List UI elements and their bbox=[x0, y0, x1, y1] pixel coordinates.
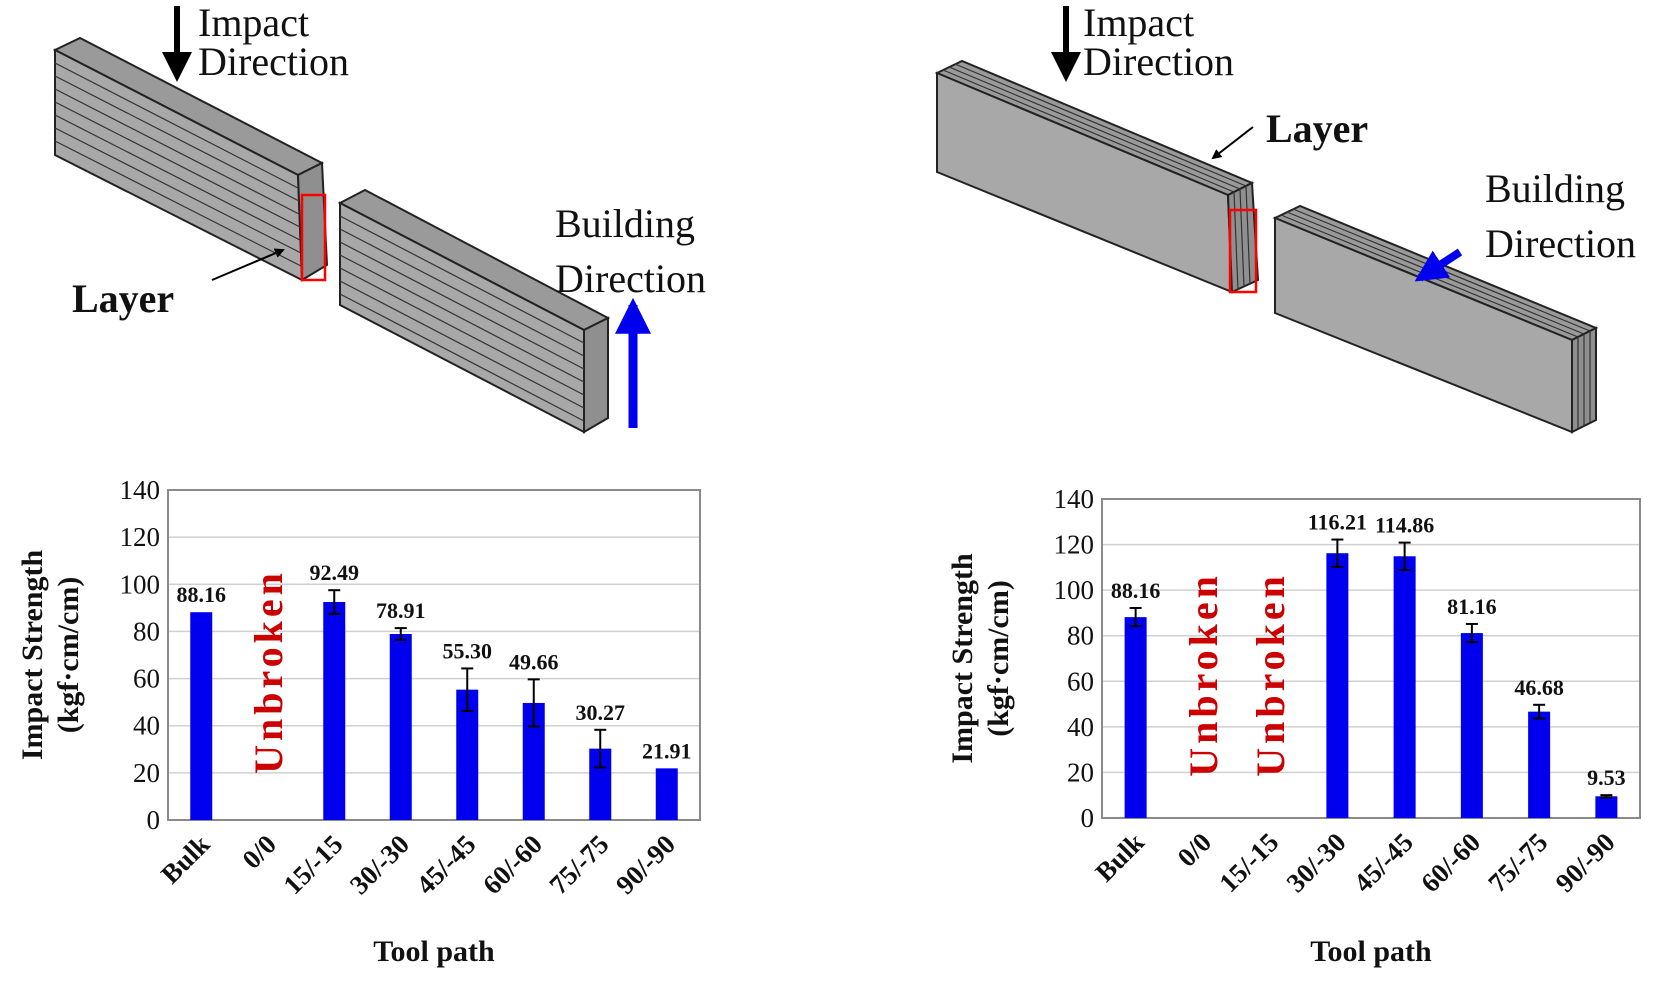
y-tick-label: 100 bbox=[120, 569, 161, 599]
y-tick-label: 140 bbox=[1054, 484, 1095, 514]
data-label: 88.16 bbox=[177, 582, 227, 607]
unbroken-label: Unbroken bbox=[1248, 572, 1293, 777]
building-label-right-2: Direction bbox=[1485, 221, 1636, 266]
x-tick-label: 0/0 bbox=[1171, 827, 1217, 873]
y-tick-label: 20 bbox=[133, 758, 160, 788]
impact-label-left-2: Direction bbox=[198, 39, 349, 84]
data-label: 49.66 bbox=[509, 649, 559, 674]
unbroken-label: Unbroken bbox=[1181, 572, 1226, 777]
data-label: 21.91 bbox=[642, 738, 692, 763]
impact-label-left-1: Impact bbox=[198, 0, 309, 45]
notch-highlight-left bbox=[300, 193, 327, 282]
x-tick-label: Bulk bbox=[1089, 827, 1149, 887]
x-tick-label: 30/-30 bbox=[1281, 827, 1352, 898]
y-tick-label: 60 bbox=[1067, 666, 1094, 696]
specimen-right-half-1 bbox=[934, 59, 1260, 294]
layer-label-left: Layer bbox=[72, 276, 174, 321]
layer-pointer-left bbox=[211, 248, 285, 281]
y-tick-label: 0 bbox=[147, 805, 161, 835]
building-arrow-right bbox=[1414, 248, 1463, 282]
bar bbox=[1528, 711, 1551, 818]
y-tick-label: 40 bbox=[133, 711, 160, 741]
bar bbox=[1595, 796, 1618, 818]
chart-right: 0 20 40 60 80 100 120 140 Impact Strength (kgf·cm… bbox=[946, 484, 1641, 968]
x-tick-label: 45/-45 bbox=[1348, 827, 1419, 898]
bar bbox=[456, 689, 479, 820]
y-tick-label: 40 bbox=[1067, 712, 1094, 742]
x-axis-title: Tool path bbox=[373, 935, 495, 968]
x-tick-label: 45/-45 bbox=[410, 829, 481, 900]
data-label: 78.91 bbox=[376, 598, 426, 623]
bar bbox=[190, 612, 213, 820]
building-label-left-2: Direction bbox=[555, 256, 706, 301]
data-label: 114.86 bbox=[1375, 513, 1434, 538]
data-label: 116.21 bbox=[1308, 510, 1367, 535]
bar bbox=[389, 633, 412, 820]
data-label: 55.30 bbox=[443, 638, 493, 663]
x-tick-label: 0/0 bbox=[236, 829, 282, 875]
x-tick-label: 60/-60 bbox=[477, 829, 548, 900]
notch-highlight-right bbox=[1228, 208, 1258, 294]
diagram-right: Impact Direction bbox=[934, 0, 1636, 434]
y-tick-label: 120 bbox=[1054, 530, 1095, 560]
x-tick-label: 15/-15 bbox=[277, 829, 348, 900]
specimen-left-half-1 bbox=[52, 36, 329, 282]
x-tick-label: 30/-30 bbox=[344, 829, 415, 900]
data-label: 92.49 bbox=[310, 560, 360, 585]
impact-label-right-1: Impact bbox=[1083, 0, 1194, 45]
layer-pointer-right bbox=[1211, 126, 1254, 160]
data-label: 81.16 bbox=[1447, 594, 1497, 619]
bar bbox=[522, 702, 545, 820]
data-label: 46.68 bbox=[1514, 675, 1564, 700]
bar bbox=[589, 748, 612, 820]
bar bbox=[655, 768, 678, 820]
y-tick-label: 140 bbox=[120, 475, 161, 505]
building-label-right-1: Building bbox=[1485, 166, 1625, 211]
y-tick-label: 60 bbox=[133, 664, 160, 694]
x-tick-label: 60/-60 bbox=[1415, 827, 1486, 898]
data-label: 9.53 bbox=[1587, 765, 1626, 790]
x-tick-label: 75/-75 bbox=[1482, 827, 1553, 898]
building-label-left-1: Building bbox=[555, 201, 695, 246]
y-tick-label: 120 bbox=[120, 522, 161, 552]
bar bbox=[1460, 633, 1483, 818]
bar bbox=[323, 601, 346, 820]
unbroken-label: Unbroken bbox=[246, 569, 291, 774]
y-tick-label: 0 bbox=[1081, 803, 1095, 833]
y-tick-label: 80 bbox=[133, 616, 160, 646]
layer-label-right: Layer bbox=[1266, 106, 1368, 151]
data-label: 88.16 bbox=[1111, 578, 1161, 603]
chart-left: 0 20 40 60 80 100 120 140 Impact Strength (kgf·cm… bbox=[16, 475, 701, 968]
y-axis-label-line2: (kgf·cm/cm) bbox=[982, 580, 1015, 737]
bar bbox=[1393, 556, 1416, 818]
bar bbox=[1124, 617, 1147, 818]
plot-frame bbox=[1101, 498, 1641, 819]
x-tick-label: 15/-15 bbox=[1213, 827, 1284, 898]
x-tick-label: Bulk bbox=[155, 829, 215, 889]
x-tick-label: 75/-75 bbox=[543, 829, 614, 900]
y-tick-label: 100 bbox=[1054, 575, 1095, 605]
impact-label-right-2: Direction bbox=[1083, 39, 1234, 84]
diagram-left: Impact Direction bbox=[52, 0, 706, 434]
x-tick-label: 90/-90 bbox=[1550, 827, 1621, 898]
y-axis-label-line1: Impact Strength bbox=[16, 550, 49, 761]
y-tick-label: 80 bbox=[1067, 621, 1094, 651]
plot-frame bbox=[167, 489, 701, 821]
bar bbox=[1326, 553, 1349, 818]
x-axis-title: Tool path bbox=[1310, 935, 1432, 968]
y-tick-label: 20 bbox=[1067, 757, 1094, 787]
specimen-left-half-2 bbox=[337, 188, 611, 434]
x-tick-label: 90/-90 bbox=[610, 829, 681, 900]
y-axis-label-line1: Impact Strength bbox=[946, 553, 979, 764]
data-label: 30.27 bbox=[576, 700, 626, 725]
y-axis-label-line2: (kgf·cm/cm) bbox=[52, 577, 85, 734]
